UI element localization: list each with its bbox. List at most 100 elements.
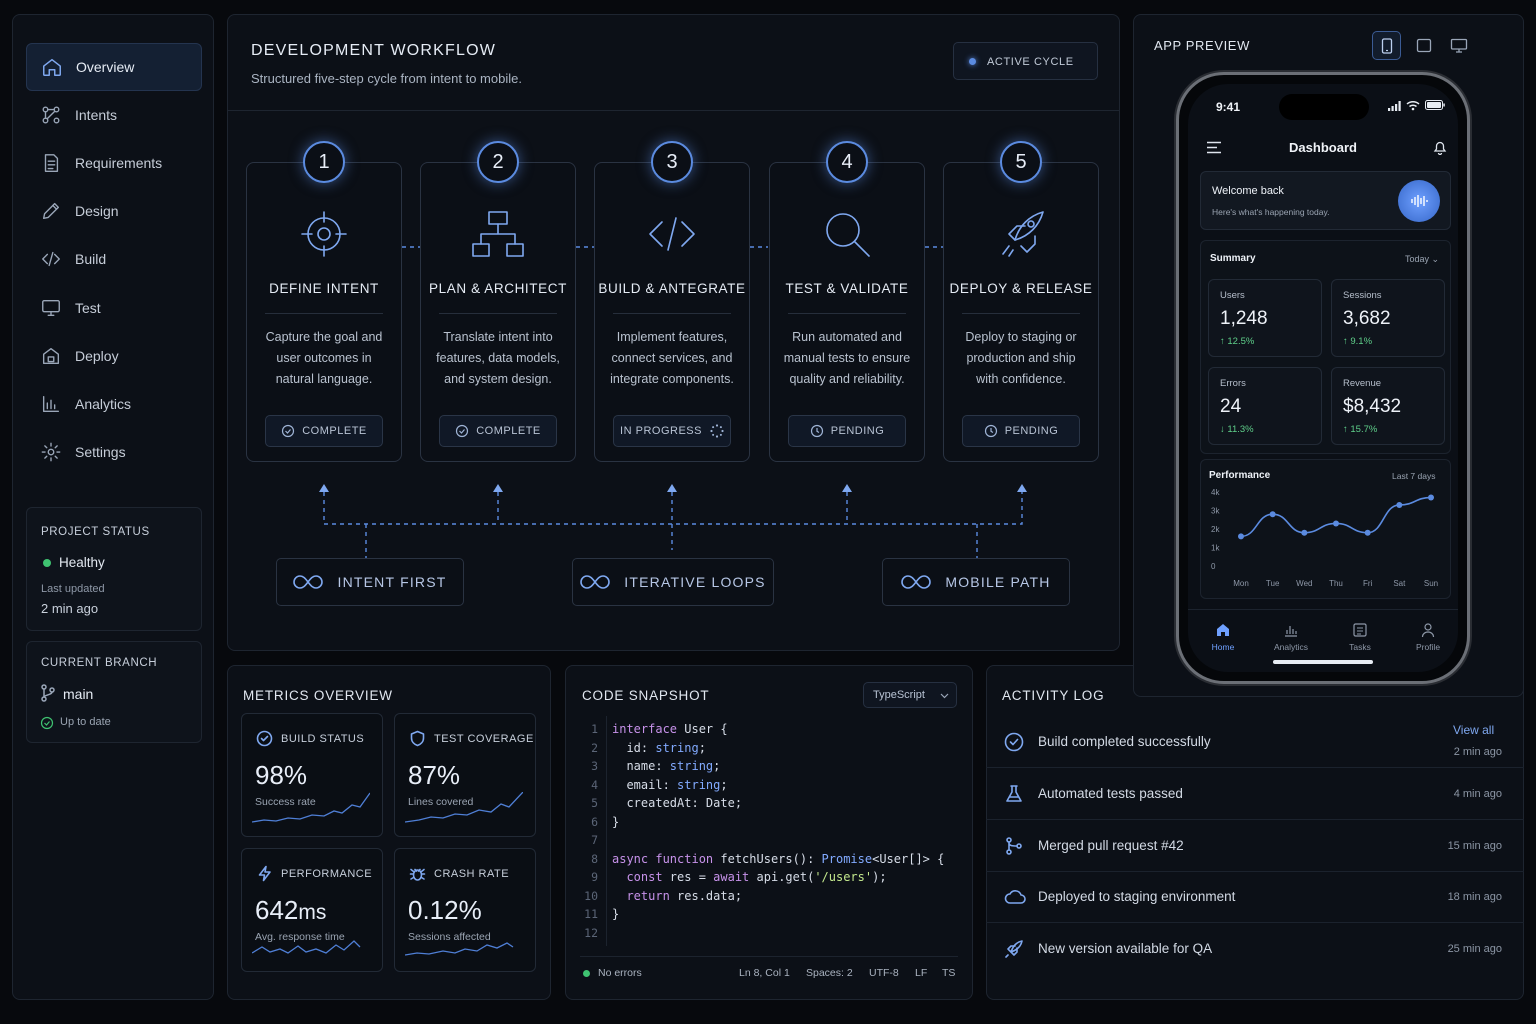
step-description: Capture the goal and user outcomes in na… [265, 330, 383, 386]
tab-tasks[interactable]: Tasks [1330, 622, 1390, 652]
git-merge-icon [1006, 837, 1022, 855]
pillar-label: MOBILE PATH [945, 574, 1051, 590]
data-point[interactable] [1364, 529, 1371, 536]
summary-range-select[interactable]: Today ⌄ [1405, 254, 1440, 264]
sidebar-item-deploy[interactable]: Deploy [26, 332, 202, 380]
tab-profile[interactable]: Profile [1398, 622, 1458, 652]
pillar-intent-first[interactable]: INTENT FIRST [276, 558, 464, 606]
welcome-card[interactable]: Welcome back Here's what's happening tod… [1200, 171, 1451, 230]
waveform-icon [1411, 195, 1428, 207]
bell-icon[interactable] [1433, 139, 1447, 155]
sidebar-item-analytics[interactable]: Analytics [26, 380, 202, 428]
last-updated-label: Last updated [41, 583, 105, 595]
bug-icon [409, 868, 426, 881]
metric-card-test-coverage[interactable]: TEST COVERAGE 87% Lines covered [394, 713, 536, 837]
active-cycle-badge[interactable]: ACTIVE CYCLE [953, 42, 1098, 80]
metric-card-build-status[interactable]: BUILD STATUS 98% Success rate [241, 713, 383, 837]
line-number: 10 [584, 888, 598, 903]
tablet-icon[interactable] [1416, 38, 1432, 53]
data-point[interactable] [1428, 494, 1434, 501]
activity-item[interactable]: Merged pull request #42 15 min ago [986, 820, 1524, 872]
tab-label: Profile [1415, 642, 1441, 652]
data-point[interactable] [1238, 533, 1244, 540]
step-card-build-integrate[interactable]: 3 BUILD & ANTEGRATE Implement features, … [594, 141, 750, 462]
sidebar-item-label: Settings [75, 444, 126, 460]
activity-panel: ACTIVITY LOG View all [986, 665, 1524, 1000]
y-tick-label: 3k [1211, 507, 1220, 516]
code-editor[interactable]: interface User { id: string; name: strin… [612, 720, 944, 942]
metric-sub: Success rate [255, 796, 316, 808]
tab-home[interactable]: Home [1193, 622, 1253, 652]
step-card-test-validate[interactable]: 4 TEST & VALIDATE Run automated and manu… [769, 141, 925, 462]
stat-card-revenue[interactable]: Revenue $8,432 ↑ 15.7% [1331, 367, 1445, 445]
y-tick-label: 1k [1211, 544, 1220, 553]
metric-value: 0.12% [408, 895, 482, 925]
flask-icon [1006, 785, 1022, 802]
sparkline [252, 792, 370, 823]
code-line: email: string; [612, 777, 728, 792]
step-card-deploy-release[interactable]: 5 DEPLOY & RELEASE Deploy to staging or … [943, 141, 1099, 462]
cursor-position[interactable]: Ln 8, Col 1 [739, 967, 790, 979]
activity-text: Build completed successfully [1038, 734, 1211, 749]
pillar-mobile-path[interactable]: MOBILE PATH [882, 558, 1070, 606]
activity-item[interactable]: Deployed to staging environment 18 min a… [986, 871, 1524, 923]
sidebar-item-overview[interactable]: Overview [26, 43, 202, 91]
activity-item[interactable]: Automated tests passed 4 min ago [986, 768, 1524, 820]
stat-card-sessions[interactable]: Sessions 3,682 ↑ 9.1% [1331, 279, 1445, 357]
line-number: 3 [591, 759, 598, 773]
view-all-link[interactable]: View all [1453, 723, 1495, 737]
sidebar-item-build[interactable]: Build [26, 235, 202, 283]
language-mode[interactable]: TS [942, 967, 956, 979]
line-ending[interactable]: LF [915, 967, 928, 979]
data-point[interactable] [1301, 529, 1308, 536]
metric-card-crash-rate[interactable]: CRASH RATE 0.12% Sessions affected [394, 848, 536, 972]
error-status: No errors [598, 967, 642, 979]
menu-icon[interactable] [1206, 141, 1222, 154]
line-number: 11 [584, 907, 598, 921]
language-select[interactable]: TypeScript [863, 682, 957, 708]
metric-label: BUILD STATUS [281, 732, 365, 745]
divider [962, 313, 1080, 314]
series-line [1240, 496, 1432, 538]
sidebar-item-test[interactable]: Test [26, 284, 202, 332]
sidebar-item-settings[interactable]: Settings [26, 428, 202, 476]
desktop-icon[interactable] [1450, 38, 1468, 53]
summary-card: Summary Today ⌄ Users 1,248 ↑ 12.5% Sess… [1200, 240, 1451, 454]
step-number: 4 [826, 141, 868, 183]
check-circle-icon [456, 424, 469, 438]
user-icon [1421, 623, 1435, 638]
status-label: PENDING [1004, 425, 1059, 437]
indent-setting[interactable]: Spaces: 2 [806, 967, 853, 979]
status-label: PENDING [830, 425, 885, 437]
branch-name[interactable]: main [63, 686, 94, 702]
data-point[interactable] [1333, 520, 1339, 527]
code-line [612, 831, 944, 850]
activity-item[interactable]: Build completed successfully 2 min ago [986, 716, 1524, 768]
step-card-plan-architect[interactable]: 2 PLAN & ARCHITECT Translate intent into… [420, 141, 576, 462]
sidebar-item-requirements[interactable]: Requirements [26, 139, 202, 187]
device-phone-button[interactable] [1372, 31, 1401, 60]
stat-value: 1,248 [1220, 308, 1268, 329]
stat-card-users[interactable]: Users 1,248 ↑ 12.5% [1208, 279, 1322, 357]
data-point[interactable] [1269, 511, 1276, 518]
x-tick-label: Thu [1329, 579, 1343, 588]
pillar-iterative-loops[interactable]: ITERATIVE LOOPS [572, 558, 774, 606]
data-point[interactable] [1396, 501, 1403, 508]
activity-item[interactable]: New version available for QA 25 min ago [986, 923, 1524, 975]
sidebar-item-design[interactable]: Design [26, 187, 202, 235]
metric-label: CRASH RATE [434, 867, 510, 880]
summary-range: Today [1405, 254, 1430, 264]
stat-card-errors[interactable]: Errors 24 ↓ 11.3% [1208, 367, 1322, 445]
step-card-define-intent[interactable]: 1 DEFINE INTENT Capture the goal and use… [246, 141, 402, 462]
sparkline [252, 940, 361, 954]
voice-button[interactable] [1398, 180, 1440, 222]
code-icon [649, 217, 695, 251]
y-tick-label: 0 [1211, 562, 1216, 571]
encoding[interactable]: UTF-8 [869, 967, 899, 979]
metric-card-performance[interactable]: PERFORMANCE 642ms Avg. response time [241, 848, 383, 972]
tab-analytics[interactable]: Analytics [1261, 622, 1321, 652]
infinity-icon [901, 575, 932, 589]
sidebar-item-intents[interactable]: Intents [26, 91, 202, 139]
lightning-icon [258, 865, 271, 882]
welcome-sub: Here's what's happening today. [1212, 207, 1330, 217]
